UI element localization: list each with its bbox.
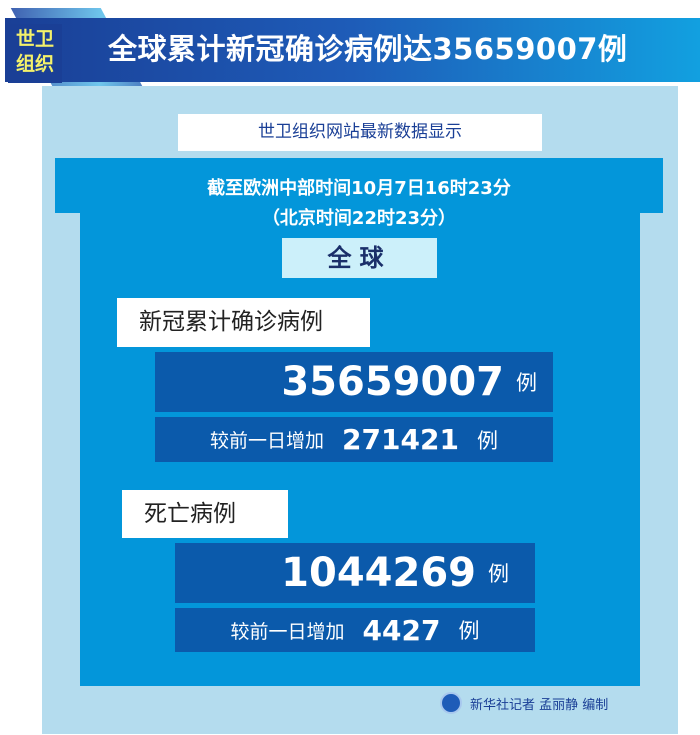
xinhua-logo-icon bbox=[440, 692, 462, 714]
scope-label: 全球 bbox=[282, 238, 437, 278]
confirmed-total: 35659007 例 bbox=[155, 352, 553, 412]
who-badge: 世卫 组织 bbox=[8, 24, 62, 83]
badge-line1: 世卫 bbox=[15, 28, 54, 50]
page-title: 全球累计新冠确诊病例达35659007例 bbox=[108, 32, 628, 66]
badge-line2: 组织 bbox=[15, 53, 54, 75]
credit-text: 新华社记者 孟丽静 编制 bbox=[470, 697, 609, 713]
deaths-increase-label: 较前一日增加 bbox=[230, 620, 345, 643]
confirmed-increase-value: 271421 bbox=[342, 423, 459, 456]
confirmed-increase-label: 较前一日增加 bbox=[210, 430, 325, 452]
confirmed-unit: 例 bbox=[516, 371, 537, 395]
confirmed-label: 新冠累计确诊病例 bbox=[117, 298, 370, 347]
deaths-increase-value: 4427 bbox=[362, 613, 441, 647]
inner-box-top bbox=[55, 158, 663, 213]
credit: 新华社记者 孟丽静 编制 bbox=[440, 692, 608, 714]
deaths-value: 1044269 bbox=[281, 550, 476, 596]
deaths-increase: 较前一日增加 4427 例 bbox=[175, 608, 535, 652]
deaths-unit: 例 bbox=[488, 562, 509, 586]
deaths-total: 1044269 例 bbox=[175, 543, 535, 603]
confirmed-increase: 较前一日增加 271421 例 bbox=[155, 417, 553, 462]
confirmed-value: 35659007 bbox=[281, 359, 504, 405]
deaths-increase-unit: 例 bbox=[458, 619, 480, 643]
timestamp-beijing: （北京时间22时23分） bbox=[261, 208, 457, 229]
source-label: 世卫组织网站最新数据显示 bbox=[178, 114, 542, 151]
title-banner bbox=[5, 18, 700, 82]
deaths-label: 死亡病例 bbox=[122, 490, 288, 538]
confirmed-increase-unit: 例 bbox=[476, 428, 498, 453]
timestamp-cet: 截至欧洲中部时间10月7日16时23分 bbox=[207, 178, 511, 199]
